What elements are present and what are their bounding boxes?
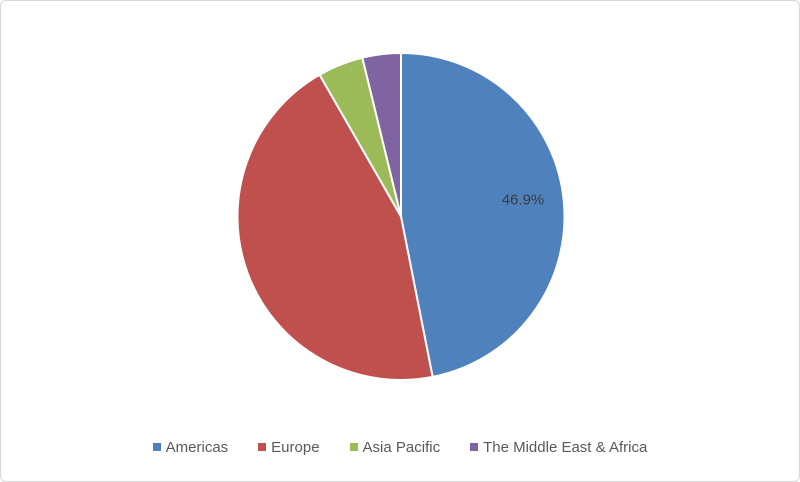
legend-label: Europe: [271, 438, 320, 456]
legend-marker-asia-pacific: [349, 443, 358, 451]
pie-slice-americas[interactable]: [400, 52, 566, 378]
legend-label: The Middle East & Africa: [483, 438, 648, 456]
legend-item-europe[interactable]: Europe: [258, 438, 320, 456]
pie-slice-europe[interactable]: [236, 73, 434, 382]
legend-item-americas[interactable]: Americas: [152, 438, 229, 456]
legend-item-asia-pacific[interactable]: Asia Pacific: [349, 438, 441, 456]
pie-slice-the-middle-east-and-africa[interactable]: [361, 52, 402, 218]
legend-label: Americas: [165, 438, 229, 456]
chart-legend: Americas Europe Asia Pacific The Middle Eas…: [1, 434, 799, 460]
legend-marker-the-middle-east-and-africa: [470, 443, 479, 451]
legend-item-the-middle-east-and-africa[interactable]: The Middle East & Africa: [470, 439, 647, 456]
legend-marker-americas: [152, 443, 161, 451]
data-label-americas: 46.9%: [502, 192, 545, 209]
legend-marker-europe: [258, 443, 267, 451]
legend-label: Asia Pacific: [362, 438, 441, 456]
